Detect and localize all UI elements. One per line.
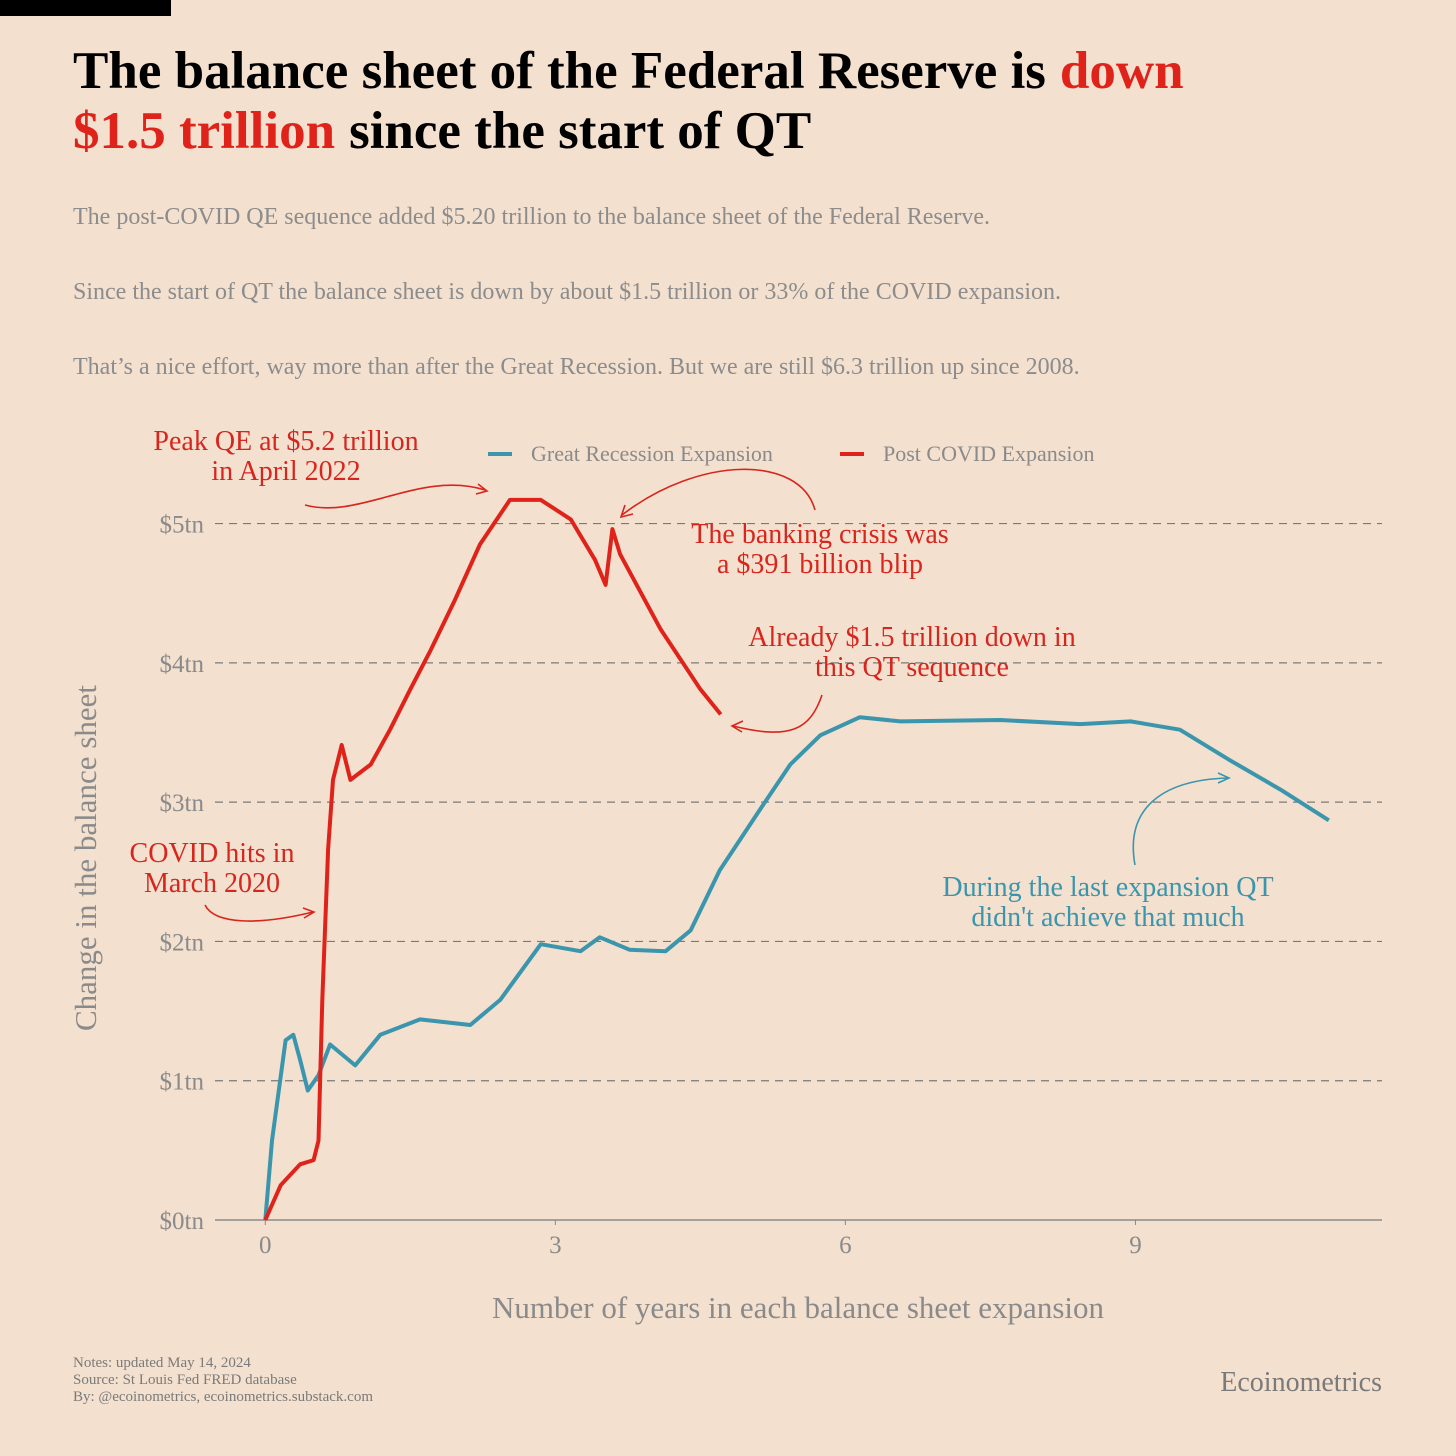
arrow: [1132, 777, 1229, 866]
title-segment: $1.5 trillion: [73, 102, 335, 160]
footer-note: Source: St Louis Fed FRED database: [73, 1372, 297, 1388]
y-tick-label: $1tn: [160, 1069, 205, 1096]
chart-title: $1.5 trillion since the start of QT: [73, 102, 811, 160]
annotation: The banking crisis was: [691, 519, 948, 550]
x-tick-label: 9: [1129, 1232, 1142, 1259]
arrow: [621, 468, 816, 516]
x-tick-label: 6: [839, 1232, 852, 1259]
brand: Ecoinometrics: [1220, 1367, 1382, 1398]
footer-note: Notes: updated May 14, 2024: [73, 1355, 251, 1371]
title-segment: down: [1060, 42, 1184, 100]
subtitle: The post-COVID QE sequence added $5.20 t…: [73, 204, 990, 230]
y-tick-label: $5tn: [160, 512, 205, 539]
annotation: Peak QE at $5.2 trillion: [153, 426, 418, 457]
title-segment: The balance sheet of the Federal Reserve…: [73, 42, 1046, 100]
y-tick-label: $4tn: [160, 651, 205, 678]
annotation: During the last expansion QT: [942, 872, 1273, 903]
arrow-head: [730, 720, 744, 733]
legend-label: Great Recession Expansion: [531, 441, 773, 466]
series-line: [263, 715, 1330, 1221]
x-tick-label: 3: [549, 1232, 562, 1259]
subtitle: That’s a nice effort, way more than afte…: [73, 354, 1080, 380]
arrow: [204, 904, 314, 922]
y-axis-label: Change in the balance sheet: [68, 685, 103, 1031]
annotation: COVID hits in: [130, 838, 295, 869]
annotation: this QT sequence: [815, 652, 1009, 683]
y-tick-label: $0tn: [160, 1208, 205, 1235]
x-axis-label: Number of years in each balance sheet ex…: [492, 1290, 1104, 1325]
annotation: didn't achieve that much: [971, 902, 1244, 933]
annotation: a $391 billion blip: [717, 549, 923, 580]
chart-title: The balance sheet of the Federal Reserve…: [73, 42, 1184, 100]
subtitle: Since the start of QT the balance sheet …: [73, 279, 1061, 305]
annotation: March 2020: [144, 868, 280, 899]
y-tick-label: $2tn: [160, 929, 205, 956]
x-tick-label: 0: [259, 1232, 272, 1259]
arrow-head: [475, 483, 489, 495]
y-tick-label: $3tn: [160, 790, 205, 817]
top-bar: [0, 0, 171, 16]
arrow-head: [302, 907, 316, 919]
arrow-head: [1217, 772, 1231, 784]
title-segment: since the start of QT: [349, 102, 811, 160]
arrow-head: [619, 504, 634, 519]
arrow: [732, 694, 823, 733]
legend-label: Post COVID Expansion: [883, 441, 1094, 466]
annotation-arrows: [204, 468, 1231, 922]
annotation: in April 2022: [211, 456, 360, 487]
series-line: [263, 497, 723, 1221]
footer-note: By: @ecoinometrics, ecoinometrics.substa…: [73, 1389, 373, 1405]
arrow: [304, 484, 486, 509]
annotation: Already $1.5 trillion down in: [748, 622, 1075, 653]
